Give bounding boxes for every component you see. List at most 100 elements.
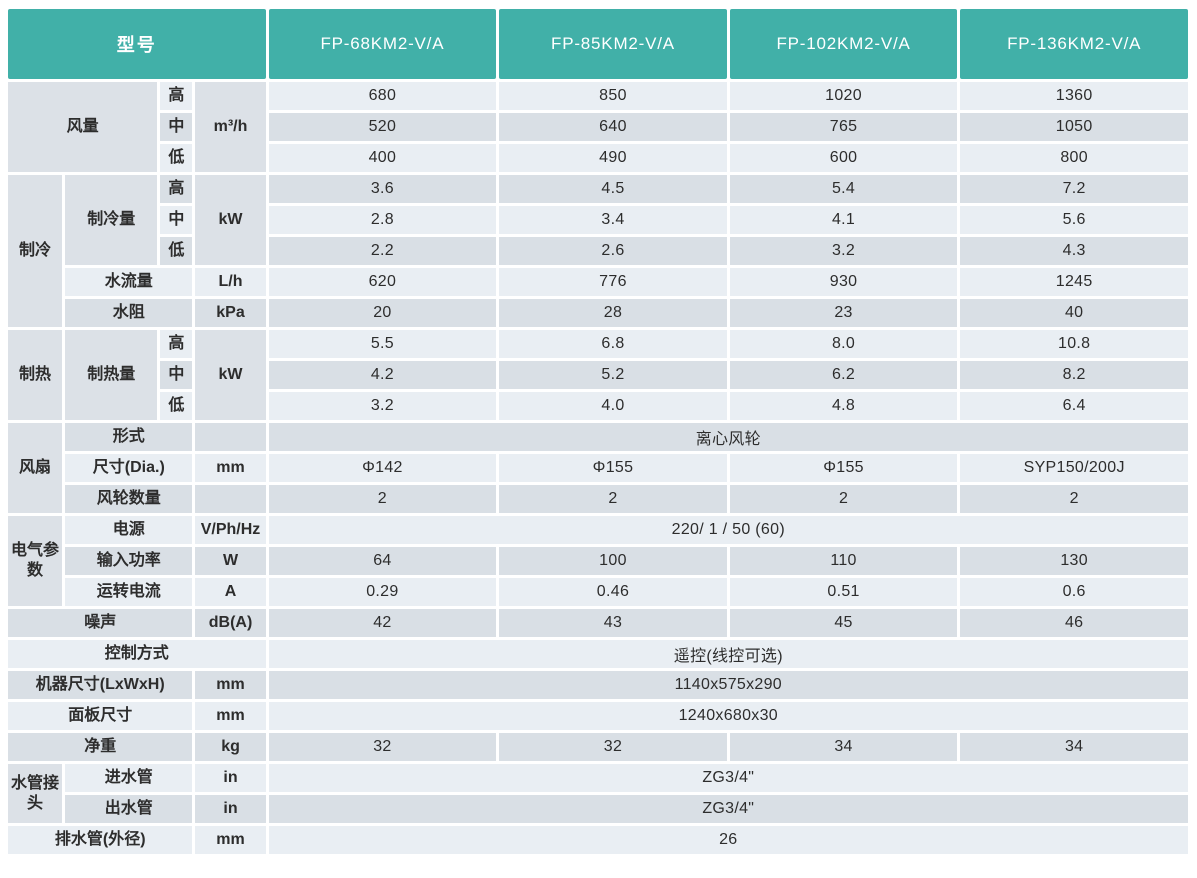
table-row: 面板尺寸 mm 1240x680x30 xyxy=(8,702,1188,730)
value-cell: 2 xyxy=(960,485,1188,513)
table-row: 排水管(外径) mm 26 xyxy=(8,826,1188,854)
value-cell: 1360 xyxy=(960,82,1188,110)
panel-size-label: 面板尺寸 xyxy=(8,702,193,730)
value-cell: 110 xyxy=(729,547,958,575)
value-cell-span: ZG3/4" xyxy=(268,795,1188,823)
table-row: 电气参数 电源 V/Ph/Hz 220/ 1 / 50 (60) xyxy=(8,516,1188,606)
table-row: 输入功率 W 64 100 110 130 xyxy=(8,547,1188,575)
value-cell: 64 xyxy=(268,547,497,575)
speed-label-high: 高 xyxy=(160,175,193,203)
unit-label: dB(A) xyxy=(195,609,266,637)
value-cell: 45 xyxy=(729,609,958,637)
unit-size-label: 机器尺寸(LxWxH) xyxy=(8,671,193,699)
drain-pipe-label: 排水管(外径) xyxy=(8,826,193,854)
water-flow-label: 水流量 xyxy=(65,268,193,296)
unit-label: kPa xyxy=(195,299,266,327)
value-cell-span: 离心风轮 xyxy=(268,423,1188,451)
table-row: 水管接头 进水管 in ZG3/4" xyxy=(8,764,1188,823)
value-cell: Φ155 xyxy=(729,454,958,482)
value-cell: 930 xyxy=(729,268,958,296)
unit-label: m³/h xyxy=(195,82,266,172)
header-row: 型号 FP-68KM2-V/A FP-85KM2-V/A FP-102KM2-V… xyxy=(8,9,1188,79)
heating-capacity-label: 制热量 xyxy=(65,330,158,420)
speed-label-low: 低 xyxy=(160,144,193,172)
speed-label-low: 低 xyxy=(160,237,193,265)
value-cell: 0.51 xyxy=(729,578,958,606)
unit-label: W xyxy=(195,547,266,575)
value-cell: 1050 xyxy=(960,113,1188,141)
value-cell-span: 1140x575x290 xyxy=(268,671,1188,699)
table-row: 低 2.2 2.6 3.2 4.3 xyxy=(8,237,1188,265)
value-cell: 23 xyxy=(729,299,958,327)
value-cell: 6.4 xyxy=(960,392,1188,420)
value-cell: 3.6 xyxy=(268,175,497,203)
unit-label: V/Ph/Hz xyxy=(195,516,266,544)
value-cell: 800 xyxy=(960,144,1188,172)
value-cell: SYP150/200J xyxy=(960,454,1188,482)
fan-diameter-label: 尺寸(Dia.) xyxy=(65,454,193,482)
net-weight-label: 净重 xyxy=(8,733,193,761)
value-cell: 20 xyxy=(268,299,497,327)
value-cell: Φ155 xyxy=(499,454,727,482)
value-cell: 10.8 xyxy=(960,330,1188,358)
value-cell: 4.8 xyxy=(729,392,958,420)
header-model-fp68: FP-68KM2-V/A xyxy=(268,9,497,79)
value-cell: 520 xyxy=(268,113,497,141)
value-cell: 2 xyxy=(729,485,958,513)
value-cell-span: 220/ 1 / 50 (60) xyxy=(268,516,1188,544)
table-row: 控制方式 遥控(线控可选) xyxy=(8,640,1188,668)
value-cell: 600 xyxy=(729,144,958,172)
value-cell: 28 xyxy=(499,299,727,327)
value-cell: 620 xyxy=(268,268,497,296)
water-resistance-label: 水阻 xyxy=(65,299,193,327)
value-cell: 6.8 xyxy=(499,330,727,358)
value-cell: 46 xyxy=(960,609,1188,637)
unit-label: A xyxy=(195,578,266,606)
value-cell: 1245 xyxy=(960,268,1188,296)
value-cell: 5.5 xyxy=(268,330,497,358)
value-cell: 34 xyxy=(729,733,958,761)
value-cell: 2.8 xyxy=(268,206,497,234)
value-cell: 5.2 xyxy=(499,361,727,389)
electrical-group-label: 电气参数 xyxy=(8,516,63,606)
value-cell: 640 xyxy=(499,113,727,141)
unit-label: in xyxy=(195,795,266,823)
table-row: 低 3.2 4.0 4.8 6.4 xyxy=(8,392,1188,420)
model-column-title: 型号 xyxy=(8,9,266,79)
value-cell: 3.2 xyxy=(729,237,958,265)
inlet-pipe-label: 进水管 xyxy=(65,764,193,792)
table-row: 尺寸(Dia.) mm Φ142 Φ155 Φ155 SYP150/200J xyxy=(8,454,1188,482)
value-cell: 490 xyxy=(499,144,727,172)
value-cell: 34 xyxy=(960,733,1188,761)
value-cell: 5.4 xyxy=(729,175,958,203)
table-row: 中 4.2 5.2 6.2 8.2 xyxy=(8,361,1188,389)
speed-label-mid: 中 xyxy=(160,206,193,234)
value-cell: 3.2 xyxy=(268,392,497,420)
cooling-group-label: 制冷 xyxy=(8,175,63,327)
value-cell: 2 xyxy=(268,485,497,513)
unit-label: mm xyxy=(195,826,266,854)
speed-label-high: 高 xyxy=(160,330,193,358)
table-row: 中 2.8 3.4 4.1 5.6 xyxy=(8,206,1188,234)
running-current-label: 运转电流 xyxy=(65,578,193,606)
header-model-fp136: FP-136KM2-V/A xyxy=(960,9,1188,79)
table-row: 出水管 in ZG3/4" xyxy=(8,795,1188,823)
value-cell: 5.6 xyxy=(960,206,1188,234)
speed-label-mid: 中 xyxy=(160,361,193,389)
noise-label: 噪声 xyxy=(8,609,193,637)
table-row: 中 520 640 765 1050 xyxy=(8,113,1188,141)
control-mode-label: 控制方式 xyxy=(8,640,266,668)
value-cell: 32 xyxy=(268,733,497,761)
unit-label: mm xyxy=(195,702,266,730)
table-row: 风扇 形式 离心风轮 xyxy=(8,423,1188,513)
value-cell: 2.6 xyxy=(499,237,727,265)
value-cell: 680 xyxy=(268,82,497,110)
unit-label: mm xyxy=(195,671,266,699)
value-cell: 4.0 xyxy=(499,392,727,420)
value-cell: 32 xyxy=(499,733,727,761)
header-model-fp85: FP-85KM2-V/A xyxy=(499,9,727,79)
speed-label-high: 高 xyxy=(160,82,193,110)
outlet-pipe-label: 出水管 xyxy=(65,795,193,823)
value-cell: 43 xyxy=(499,609,727,637)
value-cell: 4.3 xyxy=(960,237,1188,265)
